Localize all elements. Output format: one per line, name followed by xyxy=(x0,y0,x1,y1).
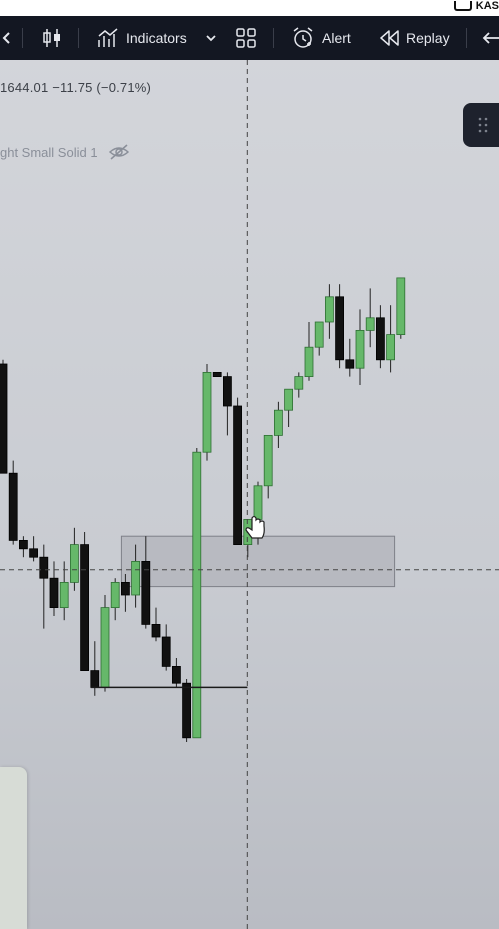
candle xyxy=(80,532,89,672)
candle xyxy=(233,397,243,546)
top-toolbar: Indicators Alert Replay xyxy=(0,16,499,60)
candle xyxy=(131,544,141,608)
window-title-strip: KAS xyxy=(0,0,499,16)
toolbar-divider xyxy=(78,28,79,48)
replay-icon xyxy=(380,30,399,46)
drag-dots-icon xyxy=(478,117,488,133)
candle xyxy=(171,658,181,688)
candle xyxy=(192,448,202,739)
replay-label: Replay xyxy=(406,30,450,46)
symbol-tag-text: KAS xyxy=(475,0,499,12)
toolbar-divider xyxy=(22,28,23,48)
candle xyxy=(212,371,222,377)
candle xyxy=(29,536,39,562)
candle xyxy=(100,595,110,692)
indicator-name: ght Small Solid 1 xyxy=(0,144,98,160)
chevron-down-icon xyxy=(206,35,216,42)
indicators-button[interactable]: Indicators xyxy=(96,16,187,60)
supply-demand-zone[interactable] xyxy=(120,535,396,588)
chart-type-button[interactable] xyxy=(40,16,64,60)
candle xyxy=(161,624,171,671)
candle xyxy=(121,574,130,612)
candle xyxy=(324,284,334,339)
layout-grid-icon xyxy=(236,28,256,48)
indicators-dropdown[interactable] xyxy=(204,16,218,60)
candle xyxy=(314,321,324,356)
chevron-left-icon xyxy=(2,32,10,44)
candle xyxy=(304,322,314,381)
candle xyxy=(39,544,49,629)
candle xyxy=(18,536,28,558)
candle xyxy=(59,561,69,621)
candle xyxy=(335,284,345,369)
candle xyxy=(375,305,385,369)
hand-cursor-icon xyxy=(245,515,265,539)
candle xyxy=(263,434,273,499)
candle xyxy=(365,288,375,348)
indicator-legend[interactable]: ght Small Solid 1 xyxy=(0,144,130,160)
chevron-left-button[interactable] xyxy=(0,16,12,60)
indicators-label: Indicators xyxy=(126,30,187,46)
candle xyxy=(222,372,232,436)
alert-label: Alert xyxy=(322,30,351,46)
webcam-overlay xyxy=(0,767,27,929)
tv-logo-icon xyxy=(453,1,472,11)
toolbar-divider xyxy=(466,28,467,48)
price-chart[interactable] xyxy=(0,60,499,929)
candle xyxy=(284,388,294,427)
candle xyxy=(345,338,355,377)
symbol-price-legend: 1644.01 −11.75 (−0.71%) xyxy=(0,80,152,95)
candle xyxy=(8,460,18,545)
candle xyxy=(70,527,79,591)
symbol-tag: KAS xyxy=(453,0,499,12)
indicators-icon xyxy=(98,28,118,47)
candles-icon xyxy=(43,29,60,47)
floating-toolbar-handle[interactable] xyxy=(463,103,499,147)
candle xyxy=(0,359,8,474)
candle xyxy=(386,305,396,373)
alert-button[interactable]: Alert xyxy=(290,16,351,60)
candle xyxy=(355,309,365,385)
alarm-clock-icon xyxy=(293,27,313,48)
candle xyxy=(202,364,212,461)
candle xyxy=(49,561,59,616)
eye-hidden-icon[interactable] xyxy=(108,144,130,160)
candle xyxy=(182,679,192,742)
candle xyxy=(110,578,120,621)
replay-button[interactable]: Replay xyxy=(378,16,450,60)
undo-button[interactable] xyxy=(482,16,499,60)
candle xyxy=(396,277,406,339)
toolbar-divider xyxy=(273,28,274,48)
candle xyxy=(273,401,283,448)
candle xyxy=(294,372,304,398)
layout-button[interactable] xyxy=(234,16,258,60)
candle xyxy=(151,607,161,642)
undo-arrow-icon xyxy=(482,32,499,44)
candle xyxy=(141,536,151,629)
